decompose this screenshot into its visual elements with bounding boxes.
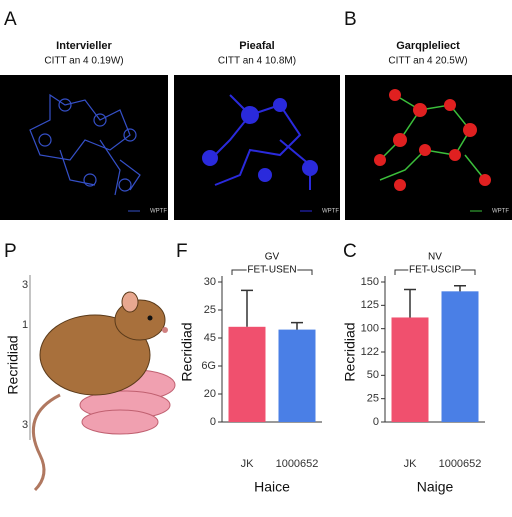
- scale-label: WPTF: [322, 209, 339, 215]
- bar: [441, 291, 479, 422]
- y-tick-label: 122: [361, 346, 379, 358]
- y-tick-label: 0: [210, 416, 216, 428]
- panel-letter: P: [4, 241, 17, 262]
- tick-label: 1: [22, 319, 28, 331]
- error-bar: [404, 288, 416, 318]
- network: [29, 93, 141, 196]
- tick-label: 3: [22, 419, 28, 431]
- panel-letter: B: [344, 9, 357, 30]
- y-tick-label: 150: [361, 276, 379, 288]
- y-tick-label: 50: [367, 369, 379, 381]
- y-tick-label: 6G: [201, 360, 216, 372]
- chart-subtitle: FET USEN: [247, 265, 296, 276]
- x-tick-label: JK: [404, 458, 418, 470]
- mouse-illustration: [31, 291, 176, 492]
- network: [202, 94, 318, 190]
- micrograph: [174, 75, 340, 220]
- image-subtitle: CITT an 4 10.8M): [218, 56, 296, 67]
- panel-letter: C: [343, 241, 357, 262]
- panel-letter: F: [176, 241, 188, 262]
- y-tick-label: 20: [204, 388, 216, 400]
- x-tick-label: 1000652: [439, 458, 482, 470]
- x-tick-label: JK: [241, 458, 255, 470]
- tick-label: 3: [22, 279, 28, 291]
- title-bracket: [394, 269, 476, 275]
- x-axis-label: Naige: [417, 479, 454, 495]
- image-title: Intervieller: [56, 40, 112, 52]
- network: [374, 89, 491, 191]
- panel-letter: A: [4, 9, 17, 30]
- y-tick-label: 25: [204, 304, 216, 316]
- bar: [228, 326, 266, 422]
- micrograph: [0, 75, 168, 220]
- bar: [278, 329, 316, 422]
- y-axis-label: Recridiad: [5, 335, 21, 394]
- image-subtitle: CITT an 4 20.5W): [388, 56, 467, 67]
- y-tick-label: 25: [367, 393, 379, 405]
- y-tick-label: 45: [204, 332, 216, 344]
- error-bar: [241, 289, 253, 327]
- scale-label: WPTF: [150, 209, 167, 215]
- chart-subtitle: FET USCIP: [409, 265, 461, 276]
- bar: [391, 317, 429, 422]
- scale-label: WPTF: [492, 209, 509, 215]
- x-tick-label: 1000652: [276, 458, 319, 470]
- y-axis-label: Recridiad: [342, 322, 358, 381]
- y-tick-label: 0: [373, 416, 379, 428]
- image-subtitle: CITT an 4 0.19W): [44, 56, 123, 67]
- error-bar: [291, 321, 303, 330]
- image-title: Garqpleliect: [396, 40, 460, 52]
- image-title: Pieafal: [239, 40, 274, 52]
- y-tick-label: 30: [204, 276, 216, 288]
- y-axis-label: Recridiad: [179, 322, 195, 381]
- title-bracket: [231, 269, 313, 275]
- y-tick-label: 125: [361, 299, 379, 311]
- error-bar: [454, 284, 466, 292]
- x-axis-label: Haice: [254, 479, 290, 495]
- chart-title: GV: [265, 252, 280, 263]
- y-tick-label: 100: [361, 323, 379, 335]
- chart-title: NV: [428, 252, 442, 263]
